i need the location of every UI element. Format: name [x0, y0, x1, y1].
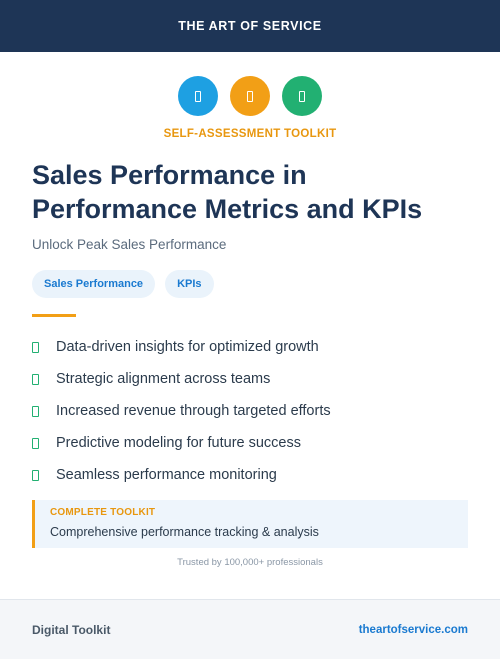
- page-title: Sales Performance in Performance Metrics…: [32, 160, 423, 224]
- eyebrow-label: SELF-ASSESSMENT TOOLKIT: [163, 128, 337, 140]
- feature-text: Predictive modeling for future success: [56, 435, 301, 451]
- blue-icon: [178, 76, 218, 116]
- page-subtitle: Unlock Peak Sales Performance: [32, 237, 227, 252]
- check-icon: [32, 437, 39, 449]
- check-icon: [32, 405, 39, 417]
- feature-item: Strategic alignment across teams: [32, 363, 331, 395]
- tag-kpis: KPIs: [165, 270, 214, 298]
- feature-item: Data-driven insights for optimized growt…: [32, 331, 331, 363]
- green-icon: [282, 76, 322, 116]
- tag-sales-performance: Sales Performance: [32, 270, 156, 298]
- check-icon: [32, 373, 39, 385]
- feature-text: Strategic alignment across teams: [56, 371, 271, 387]
- icon-row: [0, 76, 500, 116]
- footer-label: Digital Toolkit: [32, 622, 111, 637]
- trusted-note: Trusted by 100,000+ professionals: [177, 557, 323, 568]
- callout-text: Comprehensive performance tracking & ana…: [50, 525, 319, 539]
- feature-item: Increased revenue through targeted effor…: [32, 395, 331, 427]
- toolkit-callout: COMPLETE TOOLKIT Comprehensive performan…: [32, 500, 468, 548]
- check-icon: [32, 469, 39, 481]
- feature-item: Predictive modeling for future success: [32, 427, 331, 459]
- tag-list: Sales Performance KPIs: [32, 270, 214, 298]
- top-banner: THE ART OF SERVICE: [0, 0, 500, 52]
- brand-name: THE ART OF SERVICE: [178, 19, 322, 33]
- feature-text: Data-driven insights for optimized growt…: [56, 339, 319, 355]
- footer: Digital Toolkit theartofservice.com: [0, 599, 500, 659]
- feature-list: Data-driven insights for optimized growt…: [32, 331, 331, 491]
- orange-icon: [230, 76, 270, 116]
- website-link[interactable]: theartofservice.com: [358, 623, 468, 636]
- check-icon: [32, 341, 39, 353]
- callout-label: COMPLETE TOOLKIT: [50, 507, 156, 518]
- feature-item: Seamless performance monitoring: [32, 459, 331, 491]
- accent-divider: [32, 314, 76, 317]
- feature-text: Seamless performance monitoring: [56, 467, 277, 483]
- feature-text: Increased revenue through targeted effor…: [56, 403, 331, 419]
